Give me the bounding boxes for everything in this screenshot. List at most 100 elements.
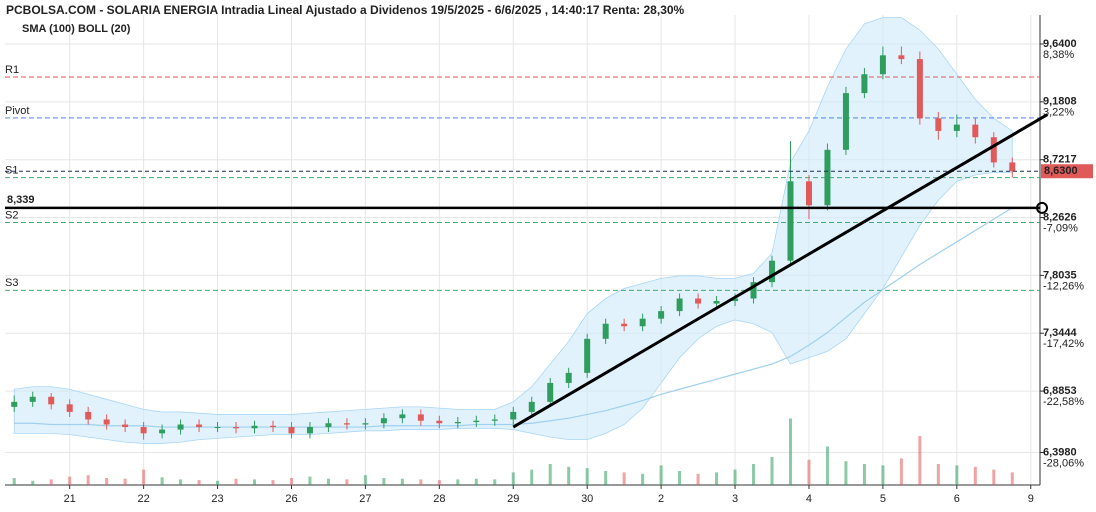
candle-body [325, 423, 332, 428]
volume-bar [881, 465, 885, 485]
volume-bar [752, 464, 756, 485]
volume-bar [548, 464, 552, 485]
candle-body [29, 396, 36, 402]
volume-bar [326, 478, 330, 485]
candle-body [177, 424, 184, 430]
x-tick-label: 30 [581, 493, 593, 505]
volume-bar [955, 465, 959, 485]
volume-bar [992, 469, 996, 485]
volume-bar [1010, 472, 1014, 485]
candle-body [196, 424, 203, 428]
candle-body [48, 396, 55, 405]
volume-bar [585, 468, 589, 485]
volume-bar [807, 459, 811, 485]
legend-boll: BOLL (20) [78, 23, 131, 35]
y-tick-pct: 8,38% [1043, 49, 1074, 61]
candle-body [399, 414, 406, 419]
volume-bar [123, 478, 127, 485]
candle-body [861, 74, 868, 94]
volume-bar [862, 464, 866, 485]
candle-body [584, 338, 591, 373]
candle-body [140, 427, 147, 434]
candle-body [732, 298, 739, 302]
candle-body [842, 93, 849, 150]
candle-body [528, 401, 535, 412]
x-tick-label: 2 [658, 493, 664, 505]
candle-body [547, 382, 554, 402]
volume-bar [825, 446, 829, 485]
volume-bar [31, 480, 35, 485]
candle-body [269, 425, 276, 428]
volume-bar [49, 479, 53, 485]
candle-body [343, 423, 350, 425]
volume-bar [142, 469, 146, 485]
last-price-label: 8,6300 [1044, 165, 1078, 177]
x-tick-label: 9 [1028, 493, 1034, 505]
volume-bar [363, 475, 367, 485]
candle-body [602, 323, 609, 339]
x-tick-label: 3 [732, 493, 738, 505]
candle-body [676, 298, 683, 312]
volume-bar [68, 476, 72, 485]
candle-body [787, 181, 794, 261]
candle-body [11, 401, 18, 407]
candle-body [935, 118, 942, 131]
volume-bar [437, 480, 441, 485]
candle-body [510, 411, 517, 420]
volume-bar [899, 458, 903, 485]
volume-bar [936, 464, 940, 485]
y-tick-label: 7,3444 [1043, 327, 1078, 339]
candle-body [769, 260, 776, 283]
candle-body [658, 311, 665, 319]
y-tick-label: 8,2626 [1043, 211, 1077, 223]
candle-body [879, 55, 886, 75]
volume-bar [715, 472, 719, 485]
volume-bar [253, 479, 257, 485]
volume-bar [197, 480, 201, 485]
chart-title: PCBOLSA.COM - SOLARIA ENERGIA Intradia L… [6, 3, 685, 17]
volume-bar [696, 473, 700, 485]
candle-body [898, 55, 905, 60]
volume-bar [216, 480, 220, 485]
candle-body [750, 282, 757, 299]
y-tick-pct: -22,58% [1043, 396, 1084, 408]
candle-body [122, 424, 129, 428]
x-tick-label: 26 [285, 493, 297, 505]
candle-body [565, 372, 572, 383]
volume-bar [456, 479, 460, 485]
candle-body [233, 427, 240, 429]
volume-bar [641, 473, 645, 485]
candle-body [436, 420, 443, 424]
candle-body [621, 323, 628, 327]
volume-bar [788, 418, 792, 485]
y-tick-pct: -7,09% [1043, 222, 1078, 234]
level-label: Pivot [5, 105, 29, 117]
volume-bar [918, 436, 922, 485]
volume-bar [12, 478, 16, 485]
candle-body [417, 414, 424, 421]
candle-body [639, 318, 646, 327]
volume-bar [973, 466, 977, 485]
x-tick-label: 28 [433, 493, 445, 505]
x-tick-label: 27 [359, 493, 371, 505]
volume-bar [474, 478, 478, 485]
x-tick-label: 21 [64, 493, 76, 505]
volume-bar [382, 478, 386, 485]
volume-bar [271, 480, 275, 485]
volume-bar [604, 471, 608, 485]
y-tick-label: 6,3980 [1043, 446, 1077, 458]
candle-body [805, 181, 812, 206]
volume-bar [659, 465, 663, 485]
volume-bar [400, 478, 404, 485]
last-price-tag [1041, 164, 1093, 179]
x-tick-label: 22 [137, 493, 149, 505]
legend-sma: SMA (100) [22, 23, 75, 35]
candle-body [66, 404, 73, 412]
volume-bar [86, 475, 90, 485]
volume-bar [345, 479, 349, 485]
volume-bar [733, 469, 737, 485]
candle-body [214, 427, 221, 429]
candle-body [916, 59, 923, 119]
candle-body [713, 301, 720, 304]
